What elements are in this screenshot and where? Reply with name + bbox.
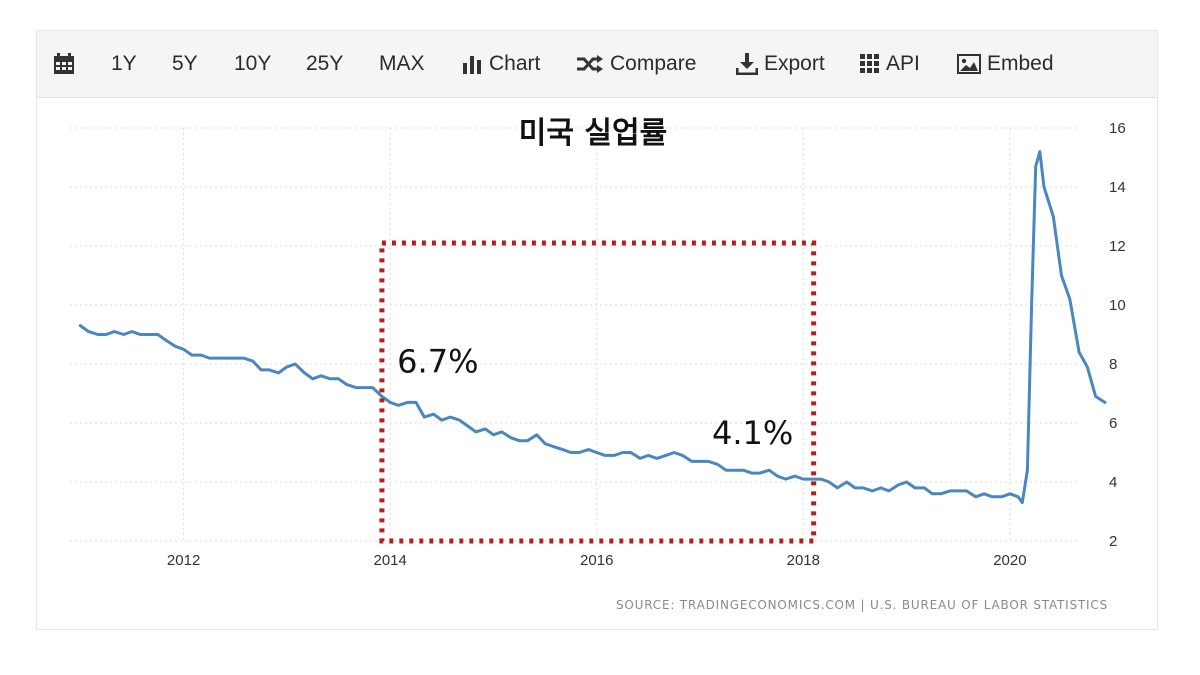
download-icon <box>736 53 758 75</box>
y-tick-label: 16 <box>1109 120 1126 137</box>
y-tick-label: 10 <box>1109 297 1126 314</box>
range-max-button[interactable]: MAX <box>379 31 425 97</box>
annotations: 6.7% 4.1% <box>397 342 793 452</box>
y-tick-label: 8 <box>1109 356 1117 373</box>
range-25y-button[interactable]: 25Y <box>306 31 343 97</box>
export-button[interactable]: Export <box>736 31 825 97</box>
range-1y-label: 1Y <box>111 52 137 75</box>
grid-icon <box>860 54 880 74</box>
highlight-box <box>379 240 817 544</box>
source-note: SOURCE: TRADINGECONOMICS.COM | U.S. BURE… <box>616 598 1108 612</box>
image-icon <box>957 54 981 74</box>
range-10y-button[interactable]: 10Y <box>234 31 271 97</box>
data-label: 6.7% <box>397 342 478 380</box>
range-max-label: MAX <box>379 52 425 75</box>
shuffle-icon <box>576 54 604 74</box>
api-button[interactable]: API <box>860 31 920 97</box>
bar-chart-icon <box>461 54 483 74</box>
y-tick-label: 14 <box>1109 179 1126 196</box>
embed-label: Embed <box>987 52 1054 75</box>
export-label: Export <box>764 52 825 75</box>
unemployment-line <box>78 150 1107 505</box>
embed-button[interactable]: Embed <box>957 31 1054 97</box>
x-tick-label: 2014 <box>373 552 406 569</box>
range-5y-button[interactable]: 5Y <box>172 31 198 97</box>
chart-label: Chart <box>489 52 541 75</box>
y-tick-label: 6 <box>1109 415 1117 432</box>
range-5y-label: 5Y <box>172 52 198 75</box>
compare-label: Compare <box>610 52 697 75</box>
calendar-button[interactable] <box>53 31 81 97</box>
calendar-icon <box>53 53 75 75</box>
data-label: 4.1% <box>712 414 793 452</box>
api-label: API <box>886 52 920 75</box>
axis-ticks: 2 4 6 8 10 12 14 16 2012 2014 2016 2018 2020 <box>167 120 1126 569</box>
grid <box>70 127 1078 542</box>
range-1y-button[interactable]: 1Y <box>111 31 137 97</box>
y-tick-label: 4 <box>1109 474 1117 491</box>
chart-button[interactable]: Chart <box>461 31 540 97</box>
x-tick-label: 2018 <box>787 552 820 569</box>
x-tick-label: 2012 <box>167 552 200 569</box>
chart-title: 미국 실업률 <box>519 116 667 151</box>
range-25y-label: 25Y <box>306 52 344 75</box>
x-tick-label: 2020 <box>993 552 1026 569</box>
compare-button[interactable]: Compare <box>576 31 696 97</box>
range-10y-label: 10Y <box>234 52 272 75</box>
x-tick-label: 2016 <box>580 552 613 569</box>
chart-toolbar: 1Y 5Y 10Y 25Y MAX Chart <box>37 31 1157 98</box>
y-tick-label: 2 <box>1109 533 1117 550</box>
y-tick-label: 12 <box>1109 238 1126 255</box>
